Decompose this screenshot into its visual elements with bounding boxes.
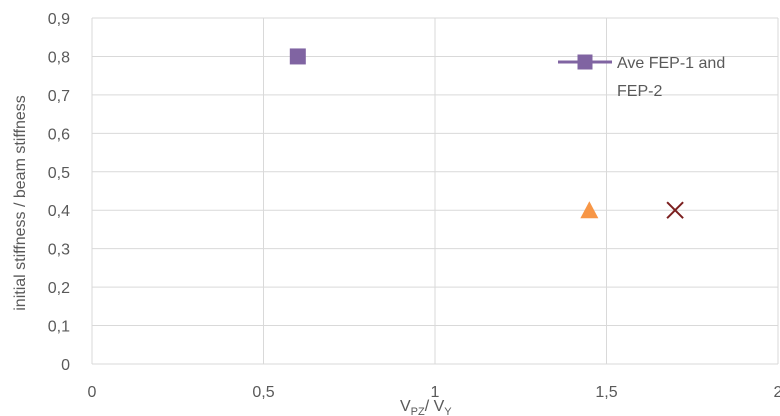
grid-lines (91, 17, 779, 365)
legend-label-line2: FEP-2 (617, 83, 662, 100)
data-point-triangle (580, 201, 599, 219)
x-tick-label: 0,5 (252, 384, 274, 401)
x-axis-title-v: V (400, 398, 411, 415)
x-tick-labels: 0 0,5 1 1,5 2 (88, 384, 780, 401)
x-axis-title: VPZ/ VY (400, 398, 452, 416)
y-tick-label: 0,4 (48, 203, 70, 220)
data-point-x (666, 201, 684, 219)
x-axis-title-sub1: PZ (411, 406, 425, 416)
legend-marker (577, 54, 593, 70)
y-tick-label: 0,1 (48, 319, 70, 336)
y-tick-label: 0,8 (48, 49, 70, 66)
data-points (289, 48, 684, 219)
x-tick-label: 0 (88, 384, 97, 401)
y-tick-label: 0 (61, 357, 70, 374)
x-tick-label: 1,5 (595, 384, 617, 401)
y-tick-labels: 0 0,1 0,2 0,3 0,4 0,5 0,6 0,7 0,8 0,9 (48, 11, 70, 374)
legend: Ave FEP-1 and FEP-2 (558, 54, 725, 100)
y-tick-label: 0,7 (48, 88, 70, 105)
data-point-square (289, 48, 306, 65)
legend-label-line1: Ave FEP-1 and (617, 55, 725, 72)
x-tick-label: 1 (431, 384, 440, 401)
x-axis-title-sub2: Y (444, 406, 452, 416)
x-tick-label: 2 (774, 384, 780, 401)
y-tick-label: 0,6 (48, 126, 70, 143)
y-tick-label: 0,2 (48, 280, 70, 297)
y-axis-title: initial stiffness / beam stiffness (12, 95, 29, 311)
y-tick-label: 0,5 (48, 165, 70, 182)
y-tick-label: 0,3 (48, 242, 70, 259)
y-tick-label: 0,9 (48, 11, 70, 28)
x-axis-title-mid: / V (425, 398, 445, 415)
